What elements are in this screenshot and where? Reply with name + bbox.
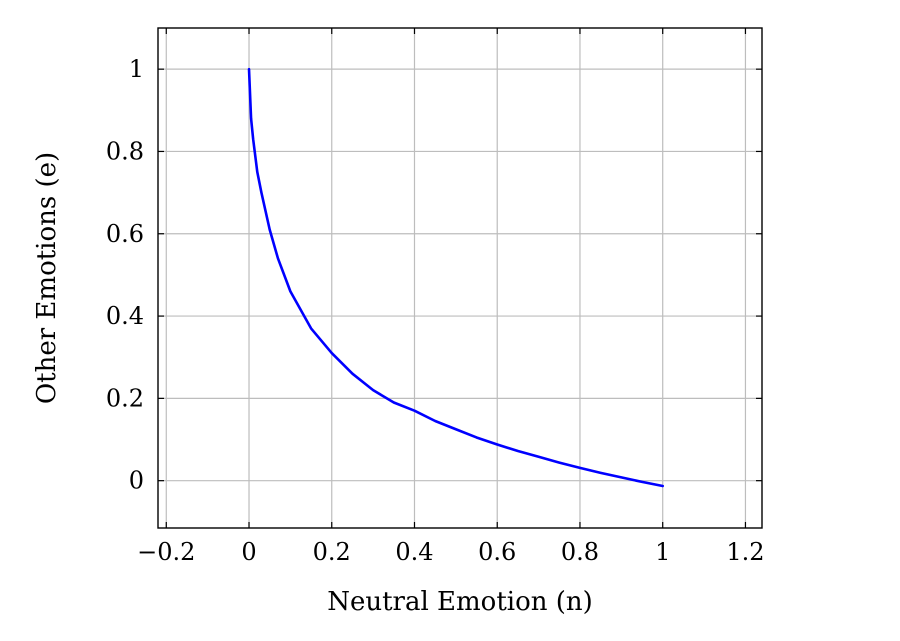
x-axis-label: Neutral Emotion (n) [327, 587, 593, 617]
y-tick-label: 0.8 [106, 137, 144, 165]
series-layer [247, 67, 665, 488]
plot-frame [157, 27, 763, 529]
y-tick-label: 1 [129, 55, 144, 83]
grid [158, 28, 762, 528]
y-tick-label: 0 [129, 467, 144, 495]
x-tick-label: 1.2 [726, 538, 764, 566]
x-tick-label: 1 [655, 538, 670, 566]
x-tick-label: 0.4 [395, 538, 433, 566]
x-tick-label: −0.2 [137, 538, 195, 566]
x-tick-label: 0.2 [313, 538, 351, 566]
x-tick-label: 0.8 [561, 538, 599, 566]
x-tick-label: 0.6 [478, 538, 516, 566]
y-tick-label: 0.2 [106, 384, 144, 412]
series-line [247, 67, 665, 488]
ticks: −0.2 0 0.2 0.4 0.6 0.8 1 1.2 0 0.2 0.4 0.6 0.8 1 [106, 28, 765, 566]
y-tick-label: 0.4 [106, 302, 144, 330]
y-axis-label: Other Emotions (e) [32, 152, 62, 404]
x-tick-label: 0 [241, 538, 256, 566]
y-tick-label: 0.6 [106, 220, 144, 248]
